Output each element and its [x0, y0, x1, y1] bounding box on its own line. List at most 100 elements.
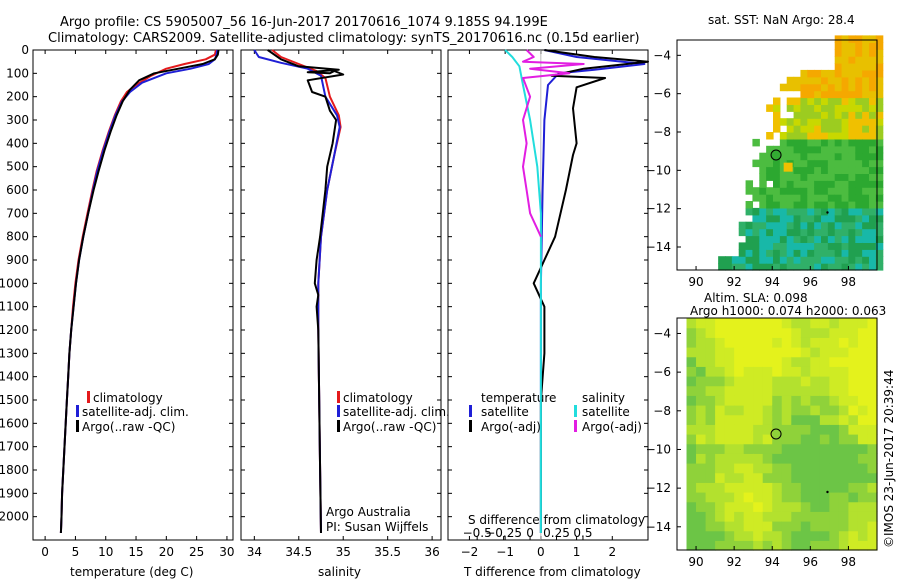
- sst-cell: [875, 166, 884, 174]
- sst-cell: [827, 235, 836, 243]
- y-tick-label: 1700: [0, 440, 29, 454]
- sst-cell: [855, 180, 863, 188]
- sst-cell: [875, 90, 884, 99]
- y-tick-label: 400: [6, 136, 29, 150]
- header-line1: Argo profile: CS 5905007_56 16-Jun-2017 …: [60, 15, 548, 30]
- s-tick-label: 0: [526, 526, 534, 540]
- sst-cell: [814, 249, 822, 257]
- sst-cell: [814, 256, 822, 264]
- sla-cell: [781, 337, 792, 348]
- sla-cell: [791, 376, 802, 387]
- sst-cell: [738, 221, 747, 230]
- sst-cell: [848, 228, 856, 237]
- sst-cell: [841, 166, 850, 174]
- sla-cell: [762, 472, 773, 483]
- sla-cell: [848, 337, 859, 348]
- sla-cell: [724, 501, 735, 512]
- sst-cell: [827, 180, 836, 188]
- sst-cell: [855, 76, 863, 85]
- sla-cell: [705, 501, 716, 512]
- sla-cell: [686, 327, 697, 338]
- sla-cell: [762, 376, 773, 387]
- sst-cell: [862, 166, 870, 174]
- salinity-xlabel: salinity: [318, 565, 361, 579]
- sla-cell: [705, 540, 716, 551]
- sst-cell: [779, 159, 788, 168]
- s-difference-label: S difference from climatology: [468, 513, 645, 527]
- series-line-salinity_satellite: [504, 49, 542, 533]
- sst-cell: [869, 235, 877, 243]
- sst-cell: [759, 228, 767, 237]
- sla-cell: [791, 482, 802, 493]
- sla-cell: [686, 376, 697, 387]
- sst-cell: [807, 145, 815, 154]
- sst-cell: [821, 118, 829, 126]
- sst-cell: [862, 83, 870, 92]
- sla-cell: [848, 366, 859, 377]
- sla-cell: [772, 414, 783, 425]
- map-y-tick-label: −8: [653, 404, 671, 418]
- y-tick-label: 300: [6, 113, 29, 127]
- sst-cell: [786, 180, 795, 188]
- sla-cell: [810, 521, 821, 532]
- sla-cell: [772, 376, 783, 387]
- sst-cell: [875, 104, 884, 112]
- sst-cell: [862, 42, 870, 50]
- sla-cell: [696, 482, 707, 493]
- sst-cell: [875, 180, 884, 188]
- sla-cell: [848, 376, 859, 387]
- sla-cell: [867, 405, 878, 416]
- sst-cell: [766, 173, 774, 181]
- legend-label-climatology: climatology: [343, 391, 413, 405]
- sst-cell: [834, 49, 843, 57]
- y-tick-label: 1400: [0, 370, 29, 384]
- sla-cell: [867, 482, 878, 493]
- sla-cell: [753, 318, 764, 329]
- sst-cell: [875, 173, 884, 181]
- map-y-tick-label: −12: [646, 481, 671, 495]
- y-tick-label: 1500: [0, 393, 29, 407]
- sla-cell: [848, 405, 859, 416]
- sst-cell: [841, 132, 850, 140]
- sla-cell: [724, 405, 735, 416]
- sst-cell: [793, 180, 802, 188]
- sst-cell: [793, 214, 802, 223]
- sst-cell: [875, 35, 884, 43]
- sla-cell: [810, 424, 821, 435]
- sla-cell: [772, 318, 783, 329]
- sst-cell: [875, 242, 884, 250]
- track-dot: [826, 490, 829, 494]
- sst-cell: [869, 63, 877, 71]
- sla-cell: [705, 337, 716, 348]
- sst-cell: [875, 97, 884, 105]
- sla-cell: [705, 492, 716, 503]
- sst-cell: [841, 214, 850, 223]
- sst-cell: [783, 162, 793, 172]
- sst-cell: [779, 235, 788, 243]
- sla-cell: [838, 424, 850, 435]
- sst-cell: [800, 214, 808, 223]
- map-y-tick-label: −6: [653, 87, 671, 101]
- sst-cell: [786, 125, 795, 133]
- sst-cell: [841, 76, 850, 85]
- sst-cell: [766, 235, 774, 243]
- sst-cell: [807, 166, 815, 174]
- sla-cell: [772, 443, 783, 454]
- sst-cell: [779, 207, 788, 216]
- sst-cell: [834, 221, 843, 230]
- y-tick-label: 1800: [0, 463, 29, 477]
- sst-cell: [779, 228, 788, 237]
- sla-cell: [762, 530, 773, 541]
- sla-cell: [781, 434, 792, 445]
- sla-cell: [857, 453, 869, 464]
- map-y-tick-label: −12: [646, 202, 671, 216]
- sst-cell: [766, 132, 774, 140]
- sst-cell: [841, 83, 850, 92]
- sst-cell: [766, 249, 774, 257]
- legend-label-sal-satellite: satellite: [582, 405, 630, 419]
- sla-cell: [772, 463, 783, 474]
- sst-cell: [821, 235, 829, 243]
- sla-cell: [791, 318, 802, 329]
- sst-cell: [841, 207, 850, 216]
- sst-cell: [848, 249, 856, 257]
